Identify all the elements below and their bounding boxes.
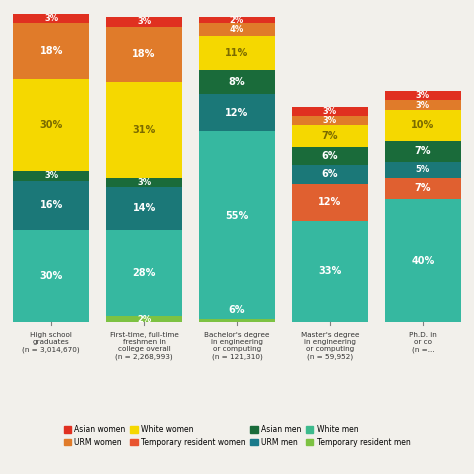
Text: 7%: 7% (415, 183, 431, 193)
Text: 30%: 30% (39, 120, 63, 130)
Text: 6%: 6% (322, 151, 338, 161)
Text: 2%: 2% (230, 16, 244, 25)
Text: 33%: 33% (318, 266, 342, 276)
Bar (385, 100, 461, 110)
Bar (106, 82, 182, 178)
Bar (385, 162, 461, 178)
Text: 12%: 12% (318, 197, 342, 207)
Text: 3%: 3% (323, 107, 337, 116)
Bar (199, 18, 275, 24)
Bar (385, 91, 461, 100)
Text: 31%: 31% (132, 125, 156, 135)
Text: 18%: 18% (132, 49, 156, 59)
Text: 28%: 28% (132, 268, 156, 278)
Bar (199, 24, 275, 36)
Bar (13, 230, 89, 322)
Bar (385, 141, 461, 162)
Bar (106, 316, 182, 322)
Text: 7%: 7% (322, 131, 338, 141)
Text: 3%: 3% (416, 100, 430, 109)
Text: 3%: 3% (44, 172, 58, 181)
Text: 2%: 2% (137, 315, 151, 324)
Bar (292, 165, 368, 184)
Bar (199, 36, 275, 70)
Text: 6%: 6% (322, 169, 338, 180)
Text: 12%: 12% (225, 108, 249, 118)
Text: 7%: 7% (415, 146, 431, 156)
Text: 18%: 18% (39, 46, 63, 56)
Bar (199, 301, 275, 319)
Text: 6%: 6% (229, 305, 245, 315)
Text: 14%: 14% (132, 203, 156, 213)
Bar (106, 187, 182, 230)
Bar (292, 221, 368, 322)
Bar (292, 107, 368, 116)
Text: 3%: 3% (137, 18, 151, 27)
Bar (13, 14, 89, 24)
Text: 3%: 3% (44, 14, 58, 23)
Bar (13, 24, 89, 79)
Text: 8%: 8% (228, 77, 246, 87)
Bar (292, 184, 368, 221)
Bar (292, 147, 368, 165)
Bar (199, 94, 275, 131)
Bar (292, 116, 368, 125)
Bar (292, 125, 368, 147)
Text: 3%: 3% (323, 116, 337, 125)
Bar (106, 178, 182, 187)
Bar (385, 199, 461, 322)
Text: 55%: 55% (225, 211, 249, 221)
Text: 16%: 16% (39, 200, 63, 210)
Legend: Asian women, URM women, White women, Temporary resident women, Asian men, URM me: Asian women, URM women, White women, Tem… (64, 425, 410, 447)
Bar (385, 110, 461, 141)
Bar (106, 18, 182, 27)
Text: 5%: 5% (416, 165, 430, 174)
Bar (106, 230, 182, 316)
Text: 4%: 4% (230, 25, 244, 34)
Bar (385, 178, 461, 199)
Bar (199, 131, 275, 301)
Bar (199, 70, 275, 94)
Text: 11%: 11% (225, 48, 249, 58)
Text: 40%: 40% (411, 255, 435, 266)
Bar (13, 181, 89, 230)
Text: 10%: 10% (411, 120, 435, 130)
Bar (13, 172, 89, 181)
Text: 3%: 3% (137, 178, 151, 187)
Bar (13, 79, 89, 172)
Bar (199, 319, 275, 322)
Text: 30%: 30% (39, 271, 63, 281)
Text: 3%: 3% (416, 91, 430, 100)
Bar (106, 27, 182, 82)
